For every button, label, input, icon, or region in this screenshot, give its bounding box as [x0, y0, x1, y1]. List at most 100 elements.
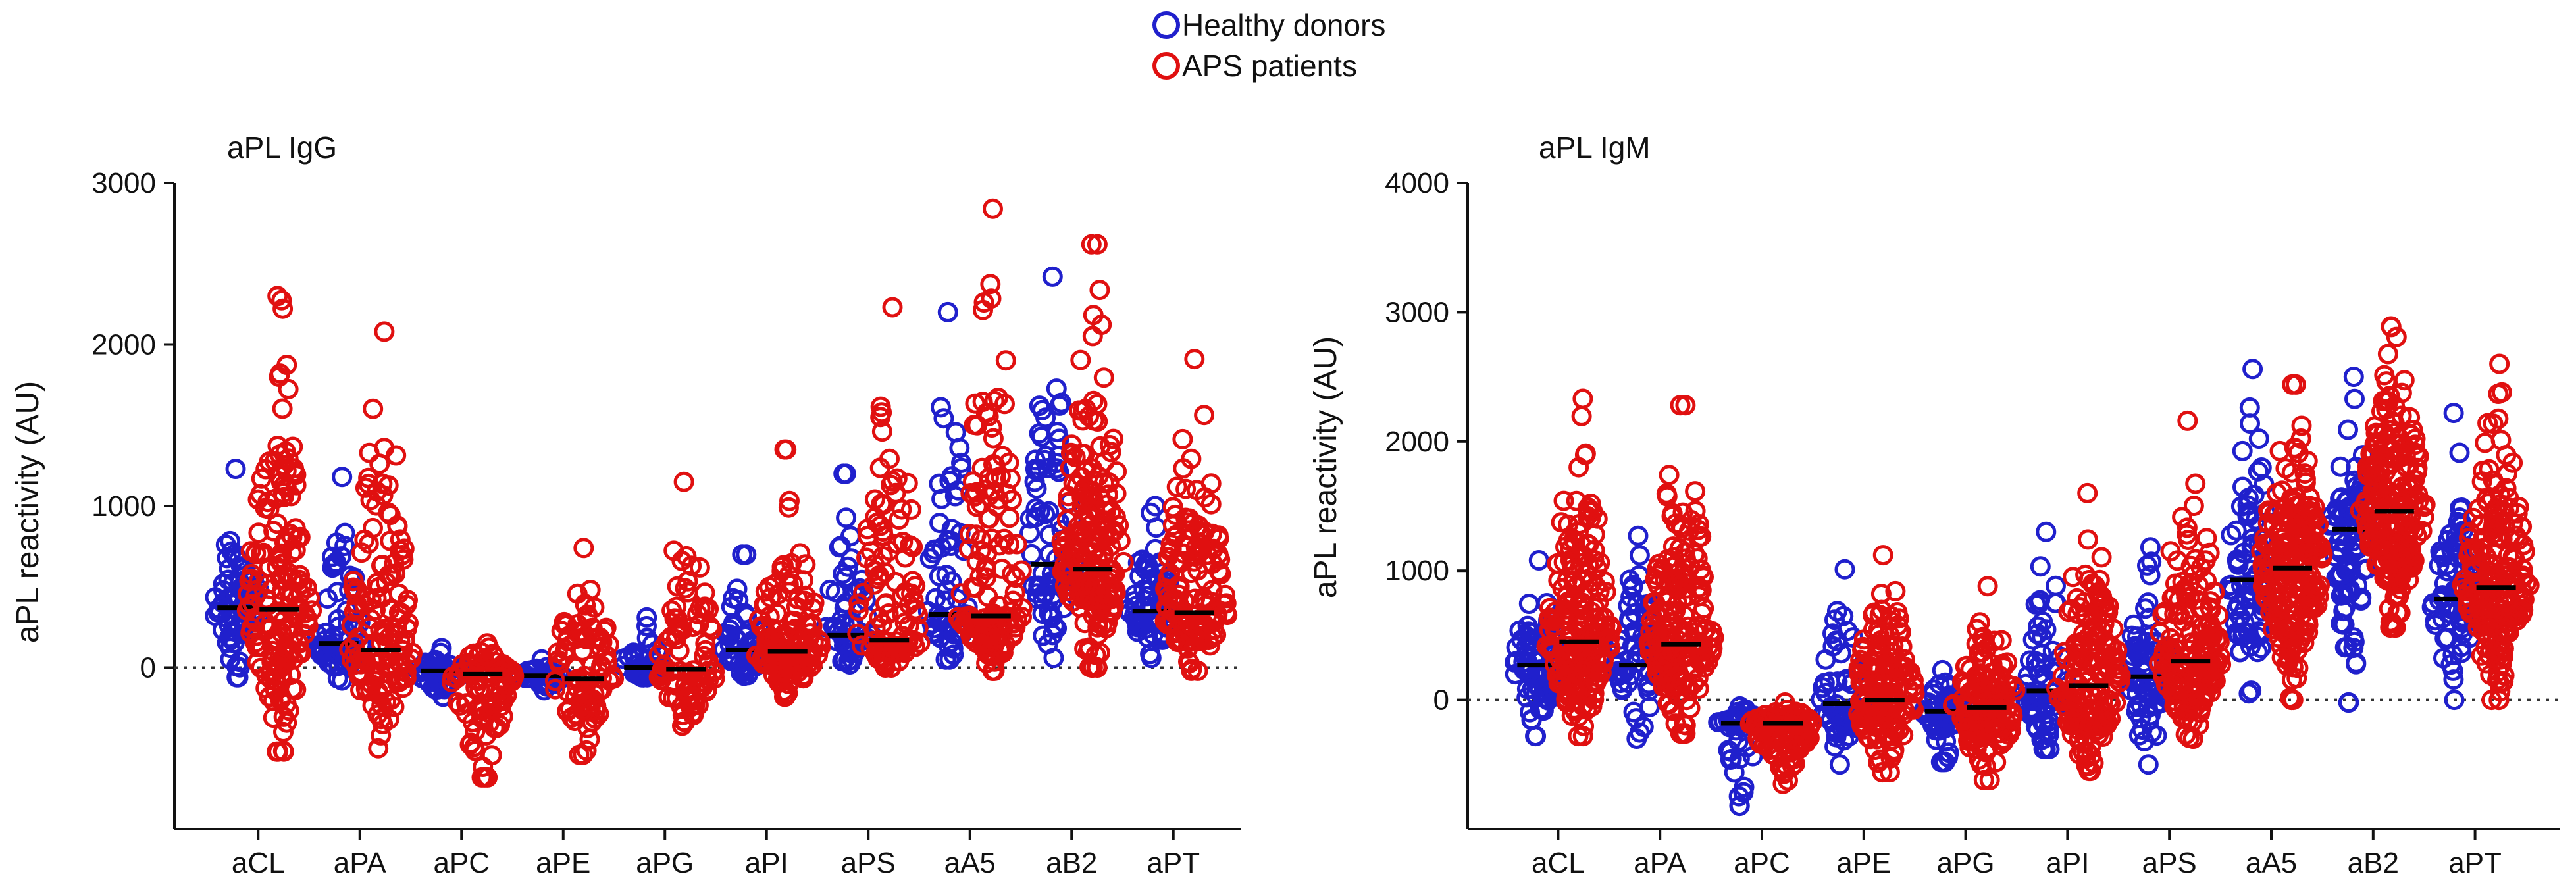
data-point — [2405, 434, 2426, 455]
data-point — [2177, 410, 2198, 431]
data-point — [2199, 542, 2220, 563]
data-point — [801, 646, 822, 667]
data-point — [1991, 734, 2012, 755]
x-tick-label-aB2: aB2 — [2348, 847, 2399, 879]
data-point — [771, 561, 792, 582]
data-point — [2291, 415, 2312, 436]
data-point — [2295, 469, 2316, 490]
data-point — [2400, 407, 2421, 428]
data-point — [2358, 524, 2379, 545]
data-point — [2296, 526, 2317, 547]
data-point — [1879, 762, 1900, 783]
data-point — [2226, 520, 2247, 541]
data-point — [908, 618, 929, 639]
data-point — [471, 767, 492, 788]
y-tick-label: 1000 — [1385, 555, 1449, 587]
data-point — [2063, 567, 2084, 588]
data-point — [2241, 680, 2262, 701]
data-point — [1551, 512, 1572, 533]
data-point — [2344, 388, 2365, 409]
data-point — [1986, 711, 2007, 732]
data-point — [2346, 653, 2367, 675]
data-point — [282, 526, 303, 547]
data-point — [1072, 482, 1093, 503]
data-point — [1082, 326, 1103, 347]
data-point — [387, 672, 407, 693]
data-point — [979, 486, 1000, 507]
data-point — [2377, 344, 2398, 365]
data-point — [267, 286, 288, 307]
data-point — [286, 679, 307, 700]
data-point — [2488, 408, 2509, 429]
data-point — [937, 580, 958, 601]
data-point — [263, 707, 284, 728]
data-point — [663, 540, 684, 561]
data-point — [261, 617, 282, 638]
y-tick-label: 1000 — [91, 490, 156, 522]
data-point — [1079, 591, 1100, 612]
data-point — [986, 467, 1006, 488]
data-point — [258, 573, 279, 594]
data-point — [1659, 669, 1680, 690]
data-point — [1032, 603, 1053, 624]
data-point — [1633, 717, 1654, 738]
data-point — [898, 594, 919, 615]
data-point — [903, 590, 924, 611]
data-point — [2336, 558, 2357, 579]
data-point — [1528, 550, 1549, 571]
data-point — [975, 559, 996, 580]
data-point — [2199, 626, 2220, 647]
data-point — [1658, 549, 1678, 570]
panel-title-igg: aPL IgG — [227, 130, 337, 165]
data-point — [2242, 359, 2263, 380]
data-point — [1850, 649, 1871, 671]
data-point — [790, 543, 811, 564]
data-point — [2365, 416, 2385, 437]
data-point — [951, 452, 971, 473]
data-point — [636, 616, 657, 636]
data-point — [1059, 586, 1080, 607]
data-point — [2185, 473, 2206, 494]
data-point — [1594, 571, 1615, 592]
data-point — [2498, 611, 2519, 632]
data-point — [2340, 561, 2361, 582]
data-point — [776, 439, 797, 460]
data-point — [2230, 642, 2250, 663]
data-point — [980, 274, 1001, 295]
data-point — [868, 565, 889, 586]
data-point — [2177, 517, 2198, 538]
data-point — [1969, 749, 1990, 770]
data-point — [825, 582, 846, 603]
data-point — [1166, 476, 1187, 497]
data-point — [2132, 719, 2153, 740]
data-point — [1957, 717, 1978, 738]
data-point — [1620, 610, 1641, 631]
x-tick-label-aA5: aA5 — [2246, 847, 2297, 879]
data-point — [1728, 786, 1749, 807]
data-point — [1691, 526, 1712, 547]
data-point — [363, 398, 384, 419]
data-point — [1034, 449, 1055, 471]
data-point — [1883, 718, 1904, 739]
data-point — [1089, 529, 1110, 550]
data-point — [2290, 494, 2311, 515]
data-point — [941, 632, 962, 652]
data-point — [272, 570, 293, 591]
data-point — [683, 617, 704, 637]
data-point — [834, 613, 855, 634]
data-point — [1074, 613, 1095, 634]
legend-marker-healthy — [1152, 11, 1180, 39]
data-point — [1973, 769, 1994, 790]
data-point — [2477, 413, 2498, 434]
data-point — [1088, 624, 1109, 645]
data-point — [2105, 647, 2126, 668]
data-point — [1693, 621, 1714, 642]
data-point — [2181, 689, 2202, 710]
data-point — [2141, 551, 2162, 573]
data-point — [240, 623, 261, 644]
data-point — [2262, 597, 2283, 617]
data-point — [1868, 620, 1889, 641]
data-point — [835, 567, 856, 588]
data-point — [2140, 565, 2161, 586]
data-point — [965, 393, 986, 414]
